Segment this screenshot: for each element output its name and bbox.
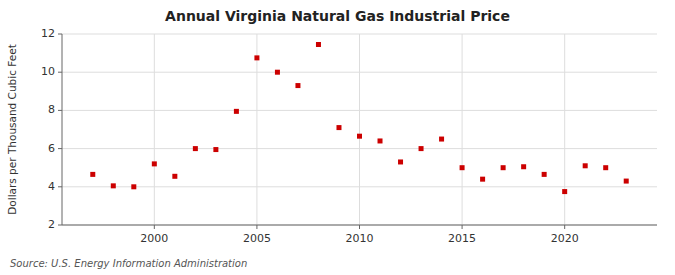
point <box>254 55 259 60</box>
y-tick-label: 8 <box>48 103 55 116</box>
y-tick-label: 2 <box>48 218 55 231</box>
x-tick <box>256 225 257 229</box>
x-grid-line <box>462 34 463 225</box>
x-grid-line <box>564 34 565 225</box>
point <box>542 172 547 177</box>
point <box>152 161 157 166</box>
chart-svg: 2 4 6 8 10 12 2000 2005 2010 2015 2020 Annual Virgi… <box>0 0 675 275</box>
x-tick-label: 2010 <box>346 232 374 245</box>
point <box>624 179 629 184</box>
y-tick <box>58 225 62 226</box>
point <box>90 172 95 177</box>
x-tick-label: 2020 <box>551 232 579 245</box>
x-grid-line <box>154 34 155 225</box>
y-tick-label: 12 <box>41 27 55 40</box>
point <box>357 134 362 139</box>
y-tick-label: 6 <box>48 142 55 155</box>
y-tick <box>58 186 62 187</box>
x-grid-line <box>256 34 257 225</box>
x-tick <box>359 225 360 229</box>
point <box>562 189 567 194</box>
point <box>460 165 465 170</box>
point <box>480 177 485 182</box>
point <box>295 83 300 88</box>
point <box>275 70 280 75</box>
point <box>583 163 588 168</box>
point <box>131 184 136 189</box>
axes: 2 4 6 8 10 12 2000 2005 2010 2015 2020 <box>41 27 657 245</box>
x-tick <box>462 225 463 229</box>
point <box>172 174 177 179</box>
source-note: Source: U.S. Energy Information Administ… <box>10 258 247 269</box>
y-tick <box>58 110 62 111</box>
point <box>111 183 116 188</box>
point <box>193 146 198 151</box>
point <box>316 42 321 47</box>
point <box>521 164 526 169</box>
y-tick <box>58 72 62 73</box>
points <box>90 42 628 194</box>
grid <box>62 34 657 225</box>
point <box>419 146 424 151</box>
x-tick-label: 2015 <box>448 232 476 245</box>
point <box>398 159 403 164</box>
y-tick <box>58 34 62 35</box>
y-axis-line <box>62 34 63 225</box>
y-axis-label: Dollars per Thousand Cubic Feet <box>6 44 18 215</box>
y-tick <box>58 148 62 149</box>
point <box>234 109 239 114</box>
chart-title: Annual Virginia Natural Gas Industrial P… <box>165 8 510 24</box>
point <box>501 165 506 170</box>
point <box>603 165 608 170</box>
x-tick <box>154 225 155 229</box>
chart-container: 2 4 6 8 10 12 2000 2005 2010 2015 2020 Annual Virgi… <box>0 0 675 275</box>
x-tick-label: 2000 <box>140 232 168 245</box>
x-tick <box>564 225 565 229</box>
point <box>378 138 383 143</box>
x-grid-line <box>359 34 360 225</box>
point <box>336 125 341 130</box>
point <box>213 147 218 152</box>
x-tick-label: 2005 <box>243 232 271 245</box>
y-tick-label: 10 <box>41 65 55 78</box>
y-tick-label: 4 <box>48 180 55 193</box>
point <box>439 137 444 142</box>
